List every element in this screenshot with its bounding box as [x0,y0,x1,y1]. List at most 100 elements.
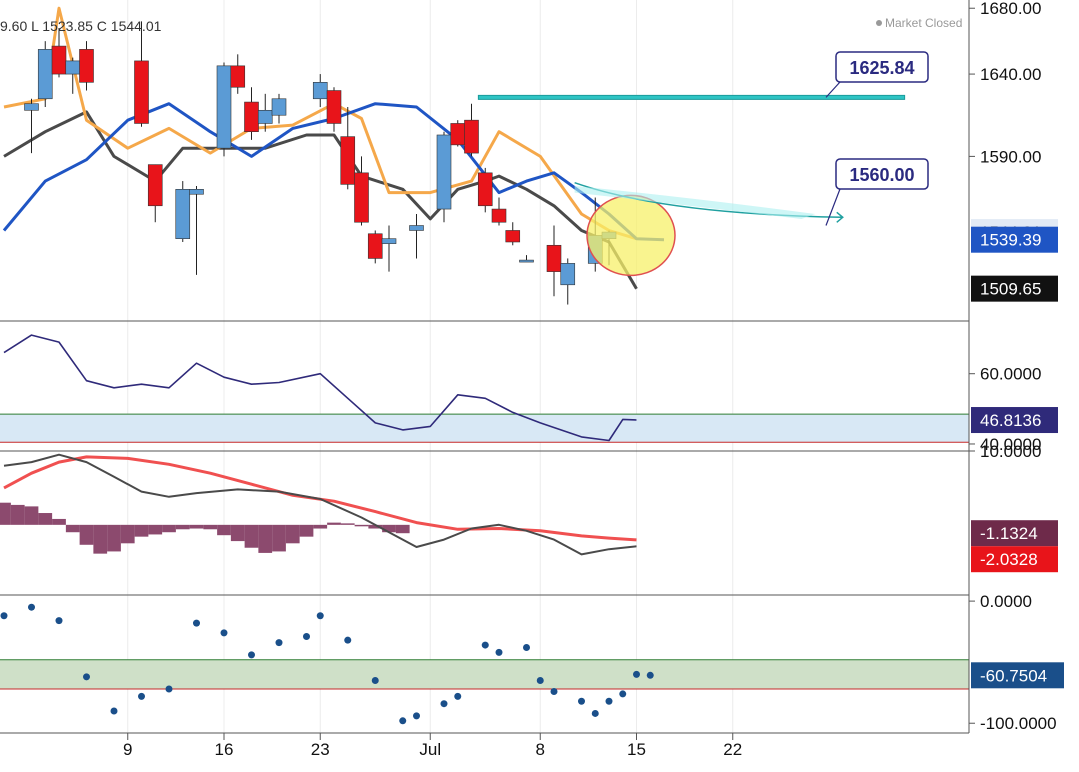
candle-body [505,230,521,243]
candle-body [271,98,287,116]
pct-dot [605,697,613,705]
y-tick-label: 1640.00 [980,65,1041,84]
callout-box [835,158,929,190]
candle-up [312,74,328,107]
market-status: Market Closed [885,16,962,30]
histogram-bar [162,524,176,533]
pct-dot [28,603,35,611]
candle-body [464,119,479,154]
rsi-band [0,414,969,443]
histogram-bar [230,524,245,542]
indicator-bands [0,413,969,690]
x-tick-label: 15 [627,740,646,759]
candle-down [491,197,507,226]
candle-down [450,120,466,147]
histogram-bar [148,524,163,535]
candle-body [519,259,534,263]
histogram-bar [189,524,204,529]
candle-up [37,41,53,107]
candle-down [505,222,521,246]
price-tag: 1539.39 [971,226,1058,253]
pct-dot [495,648,503,656]
candle-up [24,98,39,154]
histogram-bars [0,502,410,554]
histogram-bar [313,524,328,529]
pct-dot [619,690,627,698]
histogram-bar [203,524,218,530]
candle-body [354,172,369,223]
candle-down [326,87,342,132]
candle-down [464,103,479,157]
candle-up [189,186,204,275]
status-dot-icon [876,20,882,26]
highlight-ellipse [586,194,676,277]
candle-body [147,164,163,207]
price-tags: 1544.011539.391509.6546.8136-1.1324-2.03… [971,219,1064,689]
x-tick-label: 9 [123,740,132,759]
pct-dot [138,692,145,700]
histogram-value-tag-bg [971,520,1058,547]
histogram-bar [354,524,369,527]
candle-body [477,172,493,207]
pct-dot [165,685,173,693]
histogram-bar [10,504,25,525]
price-callout: 1560.00 [825,158,929,226]
pct-dot [440,700,448,708]
callout-pointer [825,188,841,226]
candle-up [175,181,191,242]
y-tick-label: 10.0000 [980,442,1041,461]
pct-dot [578,697,585,705]
pct-dot [633,670,640,678]
pct-dot [83,673,90,681]
y-axis-labels: 1680.00 1640.00 1590.00 60.0000 40.000010.00… [969,0,1057,733]
rsi-value-tag: 46.8136 [980,411,1041,430]
candlesticks [24,21,617,305]
candle-body [409,225,424,231]
candle-body [326,90,342,124]
histogram-bar [382,524,396,533]
pct-dot [481,641,489,649]
candle-body [37,49,53,100]
candle-body [24,103,39,111]
candle-down [79,41,94,91]
histogram-bar [272,524,286,552]
candle-body [51,45,67,75]
rsi-value-tag-bg [971,407,1058,434]
candle-up [409,214,424,259]
candle-body [175,189,191,239]
candle-body [546,244,562,272]
candle-up [436,131,452,223]
candle-up [271,93,287,124]
histogram-bar [368,524,383,529]
y-tick-label: -100.0000 [980,714,1057,733]
candle-body [491,208,507,223]
y-tick-label: 40.0000 [980,435,1041,454]
pct-dot [371,676,379,684]
callout-pointer [825,81,841,98]
signal-value-tag: -2.0328 [980,550,1038,569]
histogram-bar [299,524,314,537]
histogram-value-tag: -1.1324 [980,524,1038,543]
candle-body [65,60,81,75]
histogram-bar [24,506,39,525]
candle-body [134,60,149,124]
x-tick-label: Jul [419,740,441,759]
scatter-dots [0,603,654,725]
candle-body [79,49,94,83]
candle-up [65,57,81,94]
pct-dot [344,636,352,644]
histogram-bar [0,502,11,525]
pct-dot [220,629,228,637]
price-tag-label: 1509.65 [980,280,1041,299]
candle-down [477,167,493,213]
y-tick-label: 60.0000 [980,365,1041,384]
histogram-bar [217,524,231,536]
x-tick-label: 22 [723,740,742,759]
histogram-bar [93,524,108,554]
candle-body [230,65,246,88]
macd-line [3,453,637,556]
pct-dot [316,612,324,620]
candle-down [546,225,562,297]
horizontal-level-line [477,94,906,100]
histogram-bar [52,518,66,525]
